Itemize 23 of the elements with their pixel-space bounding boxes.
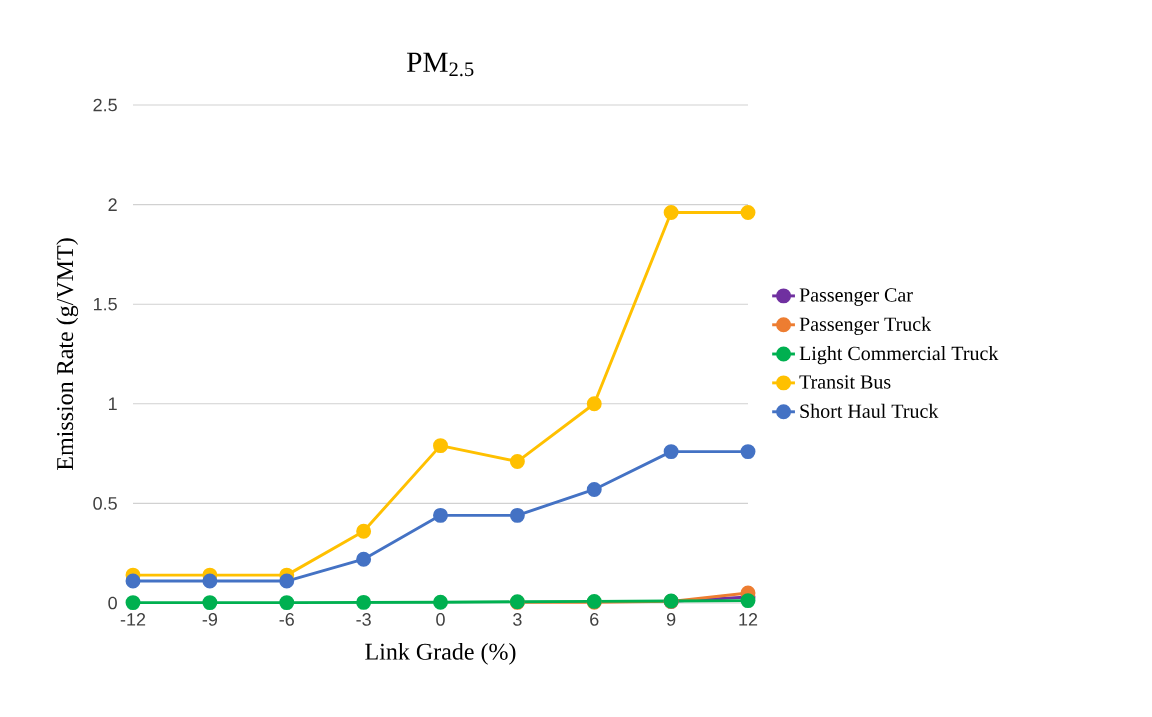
x-tick-label: 3 <box>513 613 522 626</box>
legend-label: Passenger Car <box>799 288 913 306</box>
x-tick-label: 0 <box>436 613 445 626</box>
legend-label: Light Commercial Truck <box>799 346 999 365</box>
y-tick-label: 0.5 <box>93 497 117 510</box>
x-axis-title: Link Grade (%) <box>365 642 516 665</box>
x-tick-label: 6 <box>590 613 599 626</box>
legend-label: Passenger Truck <box>799 316 932 336</box>
x-tick-label: -3 <box>356 613 371 626</box>
y-tick-label: 1 <box>108 397 117 410</box>
chart-title: PM$_{2.5}$ <box>406 52 474 77</box>
y-tick-label: 0 <box>108 596 117 610</box>
legend-label: Transit Bus <box>799 375 891 389</box>
y-tick-label: 2.5 <box>93 98 117 112</box>
x-tick-label: -6 <box>279 613 294 626</box>
legend-label: Short Haul Truck <box>800 403 939 418</box>
x-tick-label: -9 <box>202 613 218 626</box>
x-tick-label: 9 <box>666 613 676 626</box>
x-tick-label: 12 <box>739 613 758 626</box>
x-tick-label: -12 <box>120 613 146 626</box>
y-axis-title: Emission Rate (g/VMT) <box>56 238 79 470</box>
y-tick-label: 1.5 <box>93 297 117 311</box>
y-tick-label: 2 <box>108 198 117 211</box>
